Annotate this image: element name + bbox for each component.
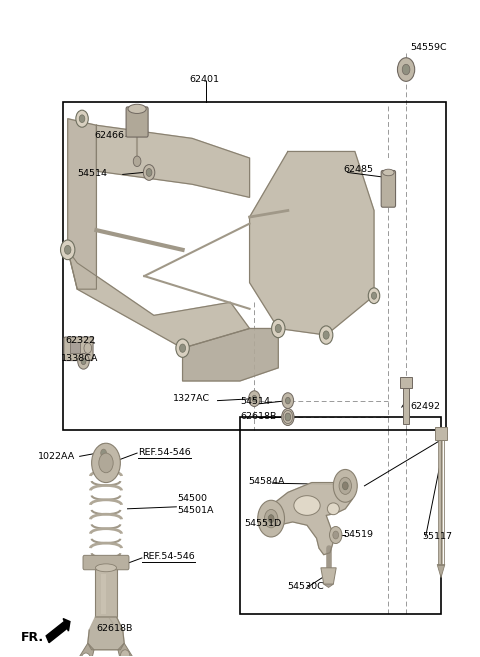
Circle shape — [264, 509, 278, 528]
Text: 54500: 54500 — [177, 495, 207, 503]
Ellipse shape — [294, 495, 320, 515]
Circle shape — [282, 409, 294, 426]
Text: 1022AA: 1022AA — [38, 452, 75, 461]
Text: REF.54-546: REF.54-546 — [142, 552, 194, 561]
Polygon shape — [321, 568, 336, 584]
Circle shape — [323, 331, 329, 339]
FancyBboxPatch shape — [126, 107, 148, 137]
Circle shape — [329, 526, 342, 543]
Bar — [438, 440, 444, 564]
FancyBboxPatch shape — [83, 555, 129, 570]
Circle shape — [249, 391, 260, 407]
Circle shape — [120, 650, 130, 657]
Circle shape — [180, 344, 186, 352]
Circle shape — [84, 343, 92, 353]
Circle shape — [275, 325, 281, 332]
Circle shape — [60, 240, 75, 260]
Circle shape — [268, 514, 274, 522]
Circle shape — [402, 64, 410, 75]
Text: REF.54-546: REF.54-546 — [138, 448, 191, 457]
Circle shape — [342, 482, 348, 489]
Circle shape — [99, 453, 113, 473]
FancyArrow shape — [46, 619, 70, 643]
Text: 62492: 62492 — [410, 402, 440, 411]
Ellipse shape — [383, 170, 394, 175]
Bar — [70, 342, 80, 353]
Circle shape — [92, 443, 120, 483]
Text: 54519: 54519 — [343, 530, 373, 539]
FancyBboxPatch shape — [381, 171, 396, 207]
Text: 54584A: 54584A — [249, 478, 285, 486]
FancyBboxPatch shape — [64, 337, 93, 361]
Circle shape — [64, 246, 71, 254]
Text: 62466: 62466 — [94, 131, 124, 139]
Circle shape — [79, 115, 85, 123]
Circle shape — [146, 169, 152, 176]
Circle shape — [81, 358, 86, 365]
Circle shape — [252, 396, 257, 402]
Text: FR.: FR. — [21, 631, 44, 645]
Bar — [101, 574, 106, 614]
Polygon shape — [68, 119, 96, 289]
Text: 54530C: 54530C — [287, 582, 324, 591]
Circle shape — [81, 653, 91, 657]
Circle shape — [78, 353, 89, 369]
Text: 62401: 62401 — [190, 75, 220, 84]
Bar — [63, 102, 446, 430]
Text: 62485: 62485 — [343, 166, 373, 174]
Polygon shape — [118, 643, 132, 657]
Circle shape — [176, 339, 189, 357]
Polygon shape — [400, 377, 412, 388]
Circle shape — [133, 156, 141, 167]
Text: 54501A: 54501A — [177, 507, 213, 515]
Text: 54559C: 54559C — [410, 43, 446, 53]
Circle shape — [285, 413, 291, 421]
Polygon shape — [435, 427, 447, 440]
Circle shape — [333, 470, 357, 502]
Circle shape — [372, 292, 377, 299]
Text: 55117: 55117 — [422, 532, 452, 541]
Polygon shape — [250, 152, 374, 335]
Polygon shape — [96, 125, 250, 197]
Ellipse shape — [96, 564, 117, 572]
Circle shape — [320, 326, 333, 344]
Bar — [240, 417, 441, 614]
Polygon shape — [437, 564, 445, 578]
Polygon shape — [88, 617, 124, 650]
Bar — [403, 388, 409, 424]
Polygon shape — [68, 250, 250, 348]
Polygon shape — [259, 483, 352, 555]
Circle shape — [272, 319, 285, 338]
Text: 1327AC: 1327AC — [173, 394, 210, 403]
Circle shape — [144, 165, 155, 180]
Circle shape — [121, 653, 131, 657]
Circle shape — [368, 288, 380, 304]
Circle shape — [339, 478, 351, 494]
Circle shape — [286, 397, 290, 404]
Text: 54514: 54514 — [240, 397, 270, 407]
Polygon shape — [324, 584, 333, 587]
Text: 1338CA: 1338CA — [60, 353, 98, 363]
Text: 62618B: 62618B — [240, 412, 276, 421]
Text: 62618B: 62618B — [96, 624, 133, 633]
Ellipse shape — [128, 104, 146, 114]
Circle shape — [333, 531, 338, 539]
Polygon shape — [80, 643, 94, 657]
Bar — [96, 568, 117, 617]
Circle shape — [101, 449, 107, 457]
Text: 54551D: 54551D — [244, 520, 281, 528]
Circle shape — [97, 444, 110, 463]
Circle shape — [258, 500, 285, 537]
Circle shape — [76, 110, 88, 127]
Polygon shape — [182, 328, 278, 381]
Circle shape — [282, 393, 294, 409]
Circle shape — [397, 58, 415, 81]
Text: 62322: 62322 — [65, 336, 96, 346]
Text: 54514: 54514 — [77, 169, 107, 177]
Ellipse shape — [327, 503, 339, 514]
